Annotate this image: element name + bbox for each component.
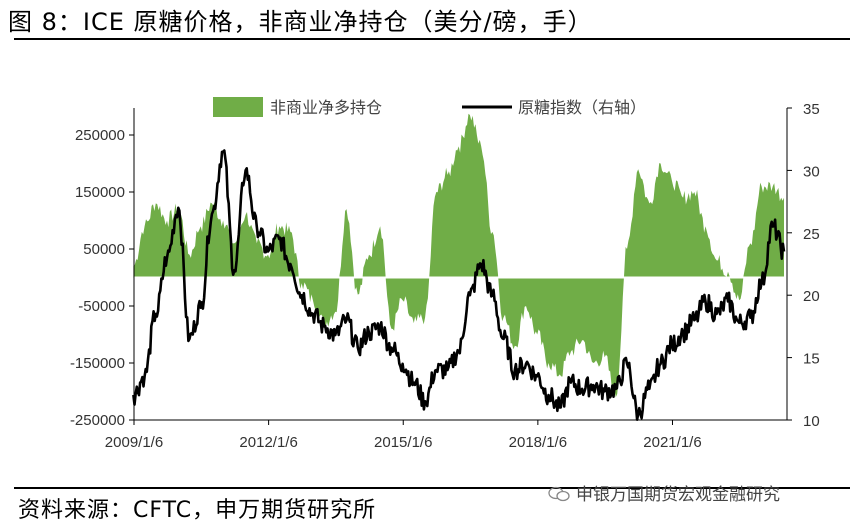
left-tick-label: -250000 [70,412,125,429]
x-tick-label: 2009/1/6 [105,434,163,451]
left-tick-label: 250000 [75,127,125,144]
wechat-icon [548,486,570,502]
left-tick-label: 50000 [83,241,125,258]
x-tick-label: 2018/1/6 [509,434,567,451]
source-rule [14,487,850,489]
axes: 250000 150000 50000 -50000 -150000 -250000 35 3… [70,101,820,451]
sugar-index-line [132,149,786,421]
legend-area-swatch [213,97,263,117]
right-tick-label: 10 [803,413,820,430]
right-tick-label: 15 [803,351,820,368]
left-tick-label: -150000 [70,355,125,372]
watermark: 申银万国期货宏观金融研究 [548,480,780,505]
source-note: 资料来源：CFTC，申万期货研究所 [18,498,377,523]
area-series-group [133,113,787,398]
x-tick-label: 2012/1/6 [239,434,297,451]
chart-canvas: 非商业净多持仓 原糖指数（右轴） 250000 150000 50000 -50000… [70,97,820,451]
right-tick-label: 35 [803,101,820,118]
x-tick-label: 2021/1/6 [643,434,701,451]
legend: 非商业净多持仓 原糖指数（右轴） [213,97,646,117]
line-series-group [132,149,786,421]
watermark-text: 申银万国期货宏观金融研究 [576,485,780,505]
right-tick-label: 25 [803,226,820,243]
title-rule [14,38,850,40]
right-tick-label: 30 [803,163,820,180]
net-long-area [133,113,784,398]
legend-area-label: 非商业净多持仓 [270,98,382,117]
x-tick-label: 2015/1/6 [374,434,432,451]
left-tick-label: 150000 [75,184,125,201]
right-tick-label: 20 [803,288,820,305]
chart-title: 图 8：ICE 原糖价格，非商业净持仓（美分/磅，手） [8,8,593,36]
legend-line-label: 原糖指数（右轴） [518,98,646,117]
left-tick-label: -50000 [78,298,125,315]
